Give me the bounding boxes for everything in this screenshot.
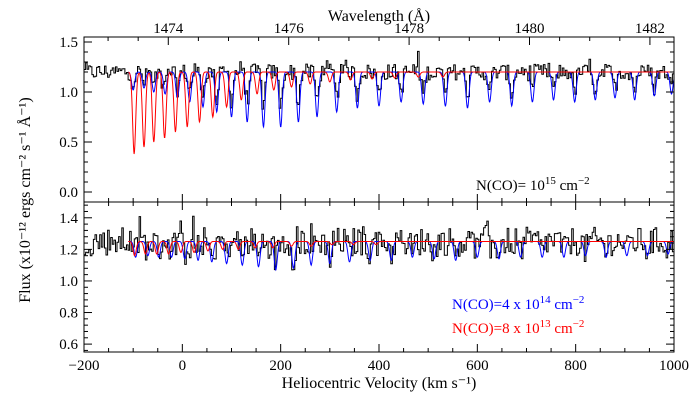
bottom-y-tick-label: 1.4 [59, 211, 78, 227]
x-tick-label: 200 [269, 358, 292, 374]
top-y-tick-label: 0.5 [59, 135, 78, 151]
wavelength-tick-label: 1480 [515, 21, 545, 37]
bottom-panel: 0.6 0.8 1.0 1.2 1.4 −200 0 200 400 600 800 1000 N(C… [59, 201, 689, 392]
y-axis-label: Flux (x10⁻¹² ergs cm⁻² s⁻¹ Å⁻¹) [16, 97, 34, 302]
bottom-panel-data [84, 215, 674, 272]
bottom-series-n-co-8-2-line [128, 240, 674, 257]
x-tick-label: 1000 [659, 358, 689, 374]
top-annotation: N(CO)= 1015 cm−2 [476, 175, 590, 194]
top-panel-data [84, 50, 675, 155]
bottom-panel-axes: 0.6 0.8 1.0 1.2 1.4 −200 0 200 400 600 800 1000 [59, 202, 689, 374]
top-y-tick-label: 1.5 [59, 35, 78, 51]
x-axis-label: Heliocentric Velocity (km s⁻¹) [282, 375, 477, 392]
top-panel: 0.0 0.5 1.0 1.5 1474 1476 1478 1480 1482 Wavelen… [59, 7, 675, 203]
bottom-y-tick-label: 0.8 [59, 306, 78, 322]
wavelength-tick-label: 1478 [394, 21, 424, 37]
x-tick-label: 800 [564, 358, 587, 374]
wavelength-tick-label: 1482 [635, 21, 665, 37]
x-tick-label: 600 [466, 358, 489, 374]
wavelength-tick-label: 1476 [274, 21, 305, 37]
top-y-tick-label: 1.0 [59, 85, 78, 101]
x-tick-label: 400 [368, 358, 391, 374]
bottom-series-observed-0-line [84, 215, 674, 271]
legend-entry-4e14: N(CO)=4 x 1014 cm−2 [452, 294, 584, 313]
top-series-n-co-8-2-line [128, 71, 674, 155]
wavelength-tick-label: 1474 [153, 21, 184, 37]
bottom-y-tick-label: 1.0 [59, 274, 78, 290]
x-tick-label: −200 [69, 358, 100, 374]
bottom-panel-frame [83, 201, 675, 353]
legend-entry-8e13: N(CO)=8 x 1013 cm−2 [452, 318, 584, 337]
top-panel-axes: 0.0 0.5 1.0 1.5 1474 1476 1478 1480 1482 [59, 21, 675, 203]
bottom-y-tick-label: 1.2 [59, 242, 78, 258]
x-tick-label: 0 [179, 358, 187, 374]
bottom-y-tick-label: 0.6 [59, 337, 78, 353]
top-axis-label: Wavelength (Å) [328, 7, 430, 25]
top-y-tick-label: 0.0 [59, 185, 78, 201]
